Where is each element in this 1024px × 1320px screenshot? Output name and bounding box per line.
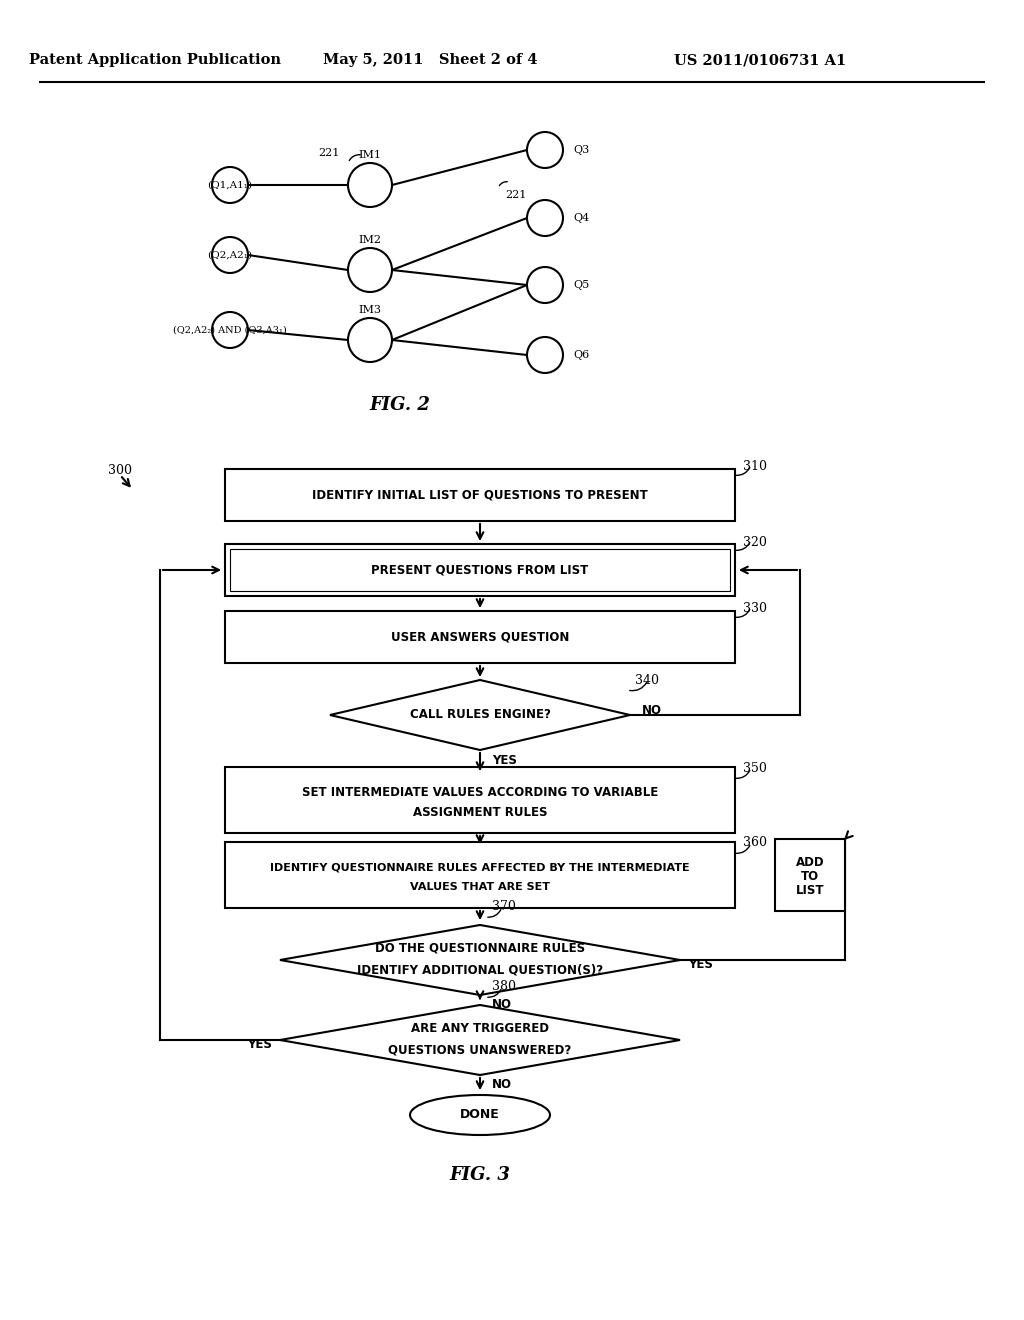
- Circle shape: [527, 201, 563, 236]
- Text: 340: 340: [635, 673, 659, 686]
- Text: IDENTIFY QUESTIONNAIRE RULES AFFECTED BY THE INTERMEDIATE: IDENTIFY QUESTIONNAIRE RULES AFFECTED BY…: [270, 862, 690, 873]
- Text: 360: 360: [743, 837, 767, 850]
- Circle shape: [348, 162, 392, 207]
- Polygon shape: [280, 1005, 680, 1074]
- Text: IM1: IM1: [358, 150, 382, 160]
- Text: Q5: Q5: [573, 280, 589, 290]
- Text: CALL RULES ENGINE?: CALL RULES ENGINE?: [410, 709, 551, 722]
- Text: 380: 380: [492, 981, 516, 994]
- Circle shape: [348, 318, 392, 362]
- Text: 330: 330: [743, 602, 767, 615]
- Text: 221: 221: [505, 190, 526, 201]
- Text: Q6: Q6: [573, 350, 589, 360]
- Circle shape: [527, 337, 563, 374]
- Text: (Q1,A1₁): (Q1,A1₁): [208, 181, 253, 190]
- Text: TO: TO: [801, 870, 819, 883]
- Text: May 5, 2011   Sheet 2 of 4: May 5, 2011 Sheet 2 of 4: [323, 53, 538, 67]
- Text: NO: NO: [492, 998, 512, 1011]
- Text: 221: 221: [318, 148, 340, 158]
- Text: (Q2,A2₁): (Q2,A2₁): [208, 251, 253, 260]
- Text: 310: 310: [743, 461, 767, 474]
- Circle shape: [212, 238, 248, 273]
- Text: NO: NO: [492, 1078, 512, 1092]
- Bar: [225, 611, 735, 663]
- Text: Q4: Q4: [573, 213, 589, 223]
- Text: FIG. 2: FIG. 2: [370, 396, 430, 414]
- Text: SET INTERMEDIATE VALUES ACCORDING TO VARIABLE: SET INTERMEDIATE VALUES ACCORDING TO VAR…: [302, 785, 658, 799]
- Bar: [225, 767, 735, 833]
- Bar: [225, 544, 735, 597]
- Text: 350: 350: [743, 762, 767, 775]
- Text: 370: 370: [492, 900, 516, 913]
- Text: PRESENT QUESTIONS FROM LIST: PRESENT QUESTIONS FROM LIST: [372, 564, 589, 577]
- Text: YES: YES: [247, 1038, 272, 1051]
- Text: Patent Application Publication: Patent Application Publication: [29, 53, 281, 67]
- Circle shape: [527, 132, 563, 168]
- Text: QUESTIONS UNANSWERED?: QUESTIONS UNANSWERED?: [388, 1044, 571, 1056]
- Bar: [225, 842, 735, 908]
- Polygon shape: [280, 925, 680, 995]
- Circle shape: [212, 312, 248, 348]
- Text: NO: NO: [642, 704, 662, 717]
- Text: DONE: DONE: [460, 1109, 500, 1122]
- Circle shape: [527, 267, 563, 304]
- Text: ASSIGNMENT RULES: ASSIGNMENT RULES: [413, 805, 547, 818]
- Text: US 2011/0106731 A1: US 2011/0106731 A1: [674, 53, 846, 67]
- Text: ADD: ADD: [796, 857, 824, 870]
- Text: LIST: LIST: [796, 884, 824, 898]
- Bar: [230, 549, 730, 591]
- Polygon shape: [330, 680, 630, 750]
- Bar: [775, 840, 845, 911]
- Text: YES: YES: [492, 754, 517, 767]
- Text: FIG. 3: FIG. 3: [450, 1166, 510, 1184]
- Text: ARE ANY TRIGGERED: ARE ANY TRIGGERED: [411, 1022, 549, 1035]
- Circle shape: [212, 168, 248, 203]
- Text: Q3: Q3: [573, 145, 589, 154]
- Text: (Q2,A2₂) AND (Q3,A3₁): (Q2,A2₂) AND (Q3,A3₁): [173, 326, 287, 334]
- Text: DO THE QUESTIONNAIRE RULES: DO THE QUESTIONNAIRE RULES: [375, 941, 585, 954]
- Text: IDENTIFY INITIAL LIST OF QUESTIONS TO PRESENT: IDENTIFY INITIAL LIST OF QUESTIONS TO PR…: [312, 488, 648, 502]
- Text: USER ANSWERS QUESTION: USER ANSWERS QUESTION: [391, 631, 569, 644]
- Text: 300: 300: [108, 463, 132, 477]
- Text: VALUES THAT ARE SET: VALUES THAT ARE SET: [410, 882, 550, 892]
- Bar: [225, 469, 735, 521]
- Text: 320: 320: [743, 536, 767, 549]
- Text: IDENTIFY ADDITIONAL QUESTION(S)?: IDENTIFY ADDITIONAL QUESTION(S)?: [357, 964, 603, 977]
- Text: YES: YES: [688, 957, 713, 970]
- Text: IM2: IM2: [358, 235, 382, 246]
- Text: IM3: IM3: [358, 305, 382, 315]
- Circle shape: [348, 248, 392, 292]
- Ellipse shape: [410, 1096, 550, 1135]
